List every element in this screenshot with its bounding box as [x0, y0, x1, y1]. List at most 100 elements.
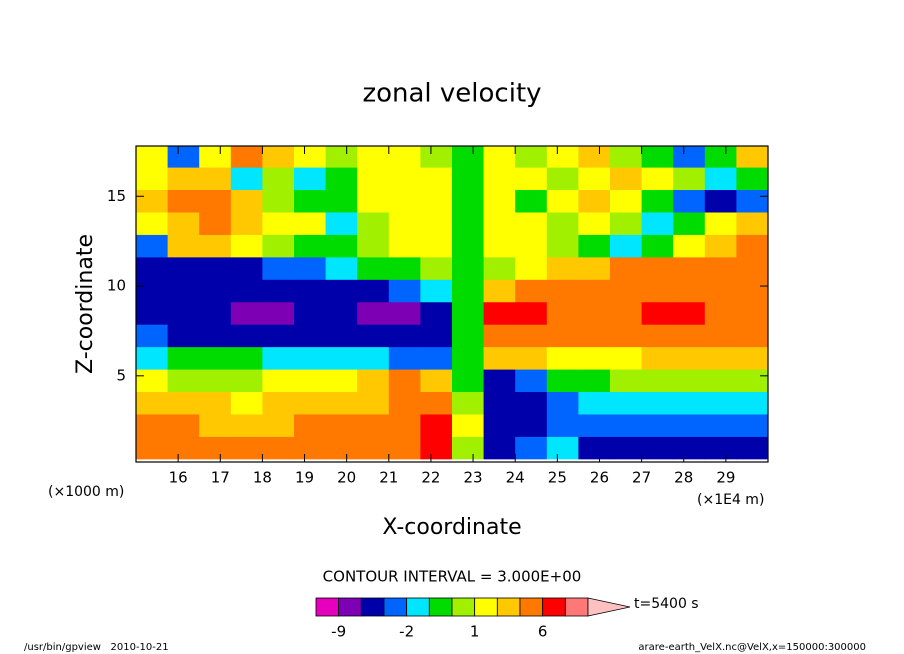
contour-interval: CONTOUR INTERVAL = 3.000E+00	[323, 568, 582, 586]
field-cell	[452, 189, 485, 213]
field-cell	[167, 346, 200, 370]
field-cell	[546, 279, 579, 303]
x-tick-label: 17	[211, 469, 230, 487]
field-cell	[262, 324, 295, 348]
x-tick-label: 29	[716, 469, 735, 487]
field-cell	[515, 324, 548, 348]
field-cell	[641, 234, 674, 258]
field-cell	[199, 211, 232, 235]
field-cell	[262, 146, 295, 168]
field-cell	[294, 413, 327, 437]
field-cell	[262, 413, 295, 437]
field-cell	[673, 211, 706, 235]
field-cell	[199, 369, 232, 393]
field-cell	[136, 391, 169, 415]
field-cell	[515, 146, 548, 168]
field-cell	[199, 346, 232, 370]
colorbar-box	[519, 597, 544, 617]
field-cell	[673, 391, 706, 415]
y-tick-label: 15	[107, 187, 126, 205]
field-cell	[578, 413, 611, 437]
field-cell	[167, 189, 200, 213]
field-cell	[325, 413, 358, 437]
field-cell	[167, 369, 200, 393]
field-cell	[578, 391, 611, 415]
colorbar-box	[451, 597, 476, 617]
field-cell	[199, 391, 232, 415]
field-cell	[230, 346, 263, 370]
field-cell	[136, 301, 169, 325]
field-cell	[388, 436, 421, 460]
field-cell	[515, 436, 548, 460]
field-cell	[420, 301, 453, 325]
x-tick-label: 23	[464, 469, 483, 487]
field-cell	[610, 279, 643, 303]
field-cell	[546, 146, 579, 168]
field-cell	[452, 279, 485, 303]
field-cell	[641, 189, 674, 213]
field-cell	[357, 324, 390, 348]
field-cell	[578, 234, 611, 258]
field-cell	[546, 234, 579, 258]
field-cell	[578, 189, 611, 213]
field-cell	[452, 324, 485, 348]
field-cell	[167, 146, 200, 168]
field-cell	[167, 279, 200, 303]
field-cell	[388, 279, 421, 303]
footer-right: arare-earth_VelX.nc@VelX,x=150000:300000	[638, 642, 866, 653]
x-tick-label: 28	[674, 469, 693, 487]
colorbar-label: -2	[399, 623, 414, 641]
field-cell	[515, 279, 548, 303]
field-cell	[388, 211, 421, 235]
colorbar-box	[406, 597, 430, 617]
field-cell	[357, 167, 390, 191]
field-cell	[357, 413, 390, 437]
field-cell	[294, 301, 327, 325]
field-cell	[578, 324, 611, 348]
field-cell	[357, 391, 390, 415]
field-cell	[167, 211, 200, 235]
field-cell	[610, 369, 643, 393]
field-cell	[199, 436, 232, 460]
field-cell	[357, 146, 390, 168]
field-cell	[673, 369, 706, 393]
field-cell	[388, 234, 421, 258]
field-cell	[483, 369, 516, 393]
field-cell	[325, 167, 358, 191]
field-cell	[357, 234, 390, 258]
field-cell	[230, 256, 263, 280]
field-cell	[483, 279, 516, 303]
field-cell	[420, 167, 453, 191]
field-cell	[483, 436, 516, 460]
field-cell	[136, 234, 169, 258]
field-cell	[420, 413, 453, 437]
field-cell	[136, 189, 169, 213]
field-cell	[325, 146, 358, 168]
x-unit: (×1E4 m)	[697, 492, 764, 508]
field-cell	[610, 324, 643, 348]
field-cell	[736, 234, 768, 258]
y-unit: (×1000 m)	[48, 484, 124, 500]
colorbar-box	[338, 597, 362, 617]
field-cell	[578, 256, 611, 280]
field-cell	[515, 189, 548, 213]
field-cell	[578, 167, 611, 191]
field-cell	[736, 436, 768, 460]
x-tick-label: 18	[253, 469, 272, 487]
field-cell	[704, 413, 737, 437]
field-cell	[388, 413, 421, 437]
x-tick-label: 24	[506, 469, 525, 487]
field-cell	[199, 256, 232, 280]
field-cell	[736, 324, 768, 348]
field-cell	[452, 234, 485, 258]
field-cell	[641, 211, 674, 235]
colorbar-box	[383, 597, 408, 617]
field-cell	[420, 189, 453, 213]
field-cell	[199, 413, 232, 437]
field-cell	[325, 234, 358, 258]
field-cell	[452, 211, 485, 235]
field-cell	[294, 391, 327, 415]
field-cell	[199, 167, 232, 191]
field-cell	[230, 234, 263, 258]
field-cell	[294, 369, 327, 393]
